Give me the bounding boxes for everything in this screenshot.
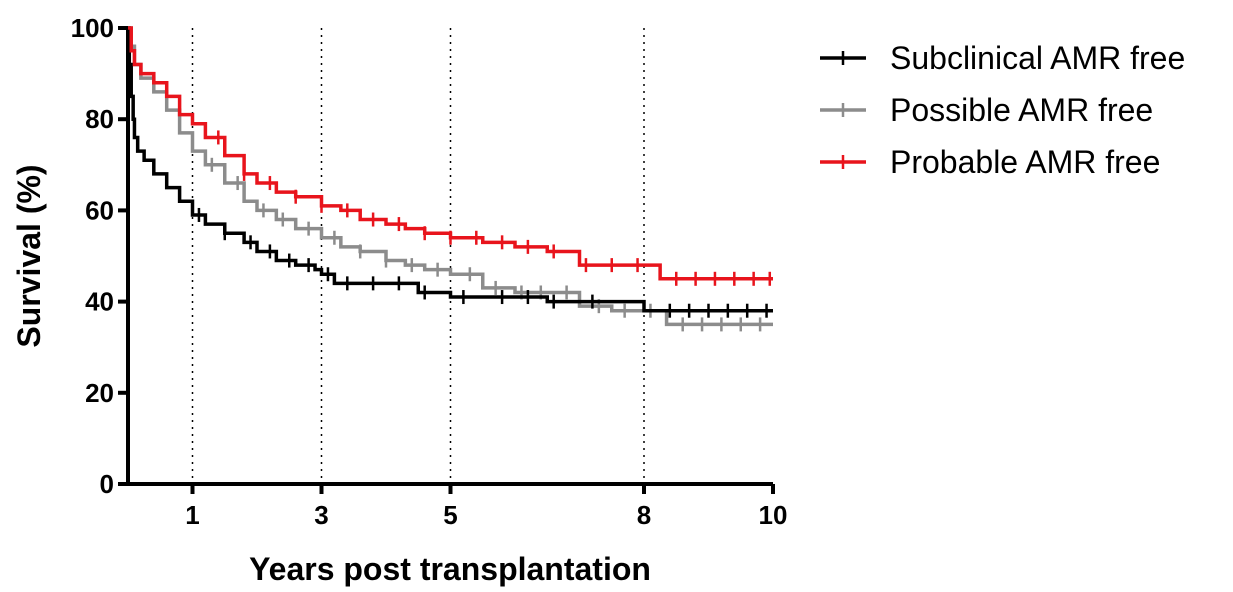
- x-axis-title: Years post transplantation: [249, 551, 651, 587]
- y-tick-label: 80: [85, 104, 114, 134]
- legend: Subclinical AMR free Possible AMR free Pro…: [820, 40, 1185, 180]
- x-ticks: 1 3 5 8 10: [185, 484, 787, 530]
- y-tick-label: 100: [71, 13, 114, 43]
- x-tick-label: 8: [637, 500, 651, 530]
- y-axis-title: Survival (%): [11, 164, 47, 347]
- y-tick-label: 40: [85, 287, 114, 317]
- x-tick-label: 3: [314, 500, 328, 530]
- x-tick-label: 10: [759, 500, 788, 530]
- y-tick-label: 60: [85, 195, 114, 225]
- axes: [126, 28, 773, 486]
- legend-label: Subclinical AMR free: [890, 40, 1185, 76]
- legend-label: Probable AMR free: [890, 144, 1160, 180]
- legend-label: Possible AMR free: [890, 92, 1153, 128]
- x-tick-label: 5: [443, 500, 457, 530]
- series-line: [128, 26, 773, 281]
- series-layer: [127, 26, 773, 332]
- vertical-gridlines: [191, 28, 645, 484]
- y-tick-label: 20: [85, 378, 114, 408]
- x-tick-label: 1: [185, 500, 199, 530]
- y-tick-label: 0: [100, 469, 114, 499]
- y-ticks: 0 20 40 60 80 100: [71, 13, 128, 499]
